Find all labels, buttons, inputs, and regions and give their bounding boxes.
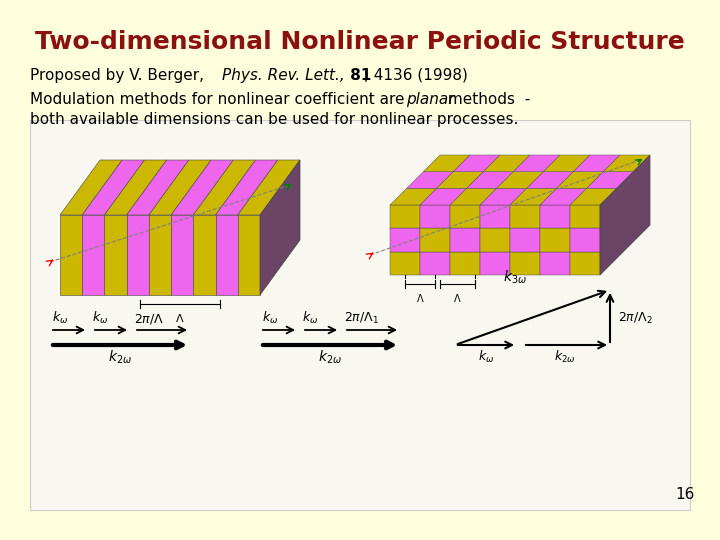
Polygon shape	[544, 155, 590, 172]
Polygon shape	[60, 215, 82, 295]
Polygon shape	[127, 215, 149, 295]
Text: $2\pi/\Lambda$: $2\pi/\Lambda$	[134, 312, 164, 326]
Polygon shape	[149, 215, 171, 295]
Polygon shape	[480, 205, 510, 228]
Polygon shape	[82, 160, 145, 215]
Polygon shape	[390, 205, 420, 228]
Polygon shape	[436, 172, 483, 188]
Text: $k_{2\omega}$: $k_{2\omega}$	[108, 349, 132, 367]
Polygon shape	[390, 228, 420, 252]
Polygon shape	[420, 188, 467, 205]
Text: methods  -: methods -	[443, 92, 530, 107]
Text: $2\pi/\Lambda_2$: $2\pi/\Lambda_2$	[618, 310, 653, 326]
Polygon shape	[60, 160, 122, 215]
Polygon shape	[423, 155, 470, 172]
Text: 81: 81	[345, 68, 372, 83]
Polygon shape	[454, 155, 500, 172]
Polygon shape	[600, 155, 650, 275]
Text: 16: 16	[675, 487, 695, 502]
Polygon shape	[171, 160, 233, 215]
Polygon shape	[510, 228, 540, 252]
Polygon shape	[513, 155, 560, 172]
Polygon shape	[104, 160, 166, 215]
Text: $2\pi/\Lambda_1$: $2\pi/\Lambda_1$	[344, 311, 379, 326]
Polygon shape	[420, 205, 450, 228]
Polygon shape	[480, 252, 510, 275]
Polygon shape	[238, 215, 260, 295]
Polygon shape	[540, 252, 570, 275]
Polygon shape	[450, 205, 480, 228]
Text: $k_\omega$: $k_\omega$	[478, 349, 494, 365]
Polygon shape	[215, 160, 278, 215]
Polygon shape	[480, 188, 526, 205]
Polygon shape	[149, 160, 211, 215]
Polygon shape	[483, 155, 530, 172]
Polygon shape	[420, 228, 450, 252]
Text: both available dimensions can be used for nonlinear processes.: both available dimensions can be used fo…	[30, 112, 518, 127]
Text: $k_{2\omega}$: $k_{2\omega}$	[318, 349, 342, 367]
Polygon shape	[540, 228, 570, 252]
Polygon shape	[587, 172, 634, 188]
Text: $k_\omega$: $k_\omega$	[52, 310, 68, 326]
Text: Phys. Rev. Lett.,: Phys. Rev. Lett.,	[222, 68, 345, 83]
Polygon shape	[510, 188, 557, 205]
Polygon shape	[171, 215, 194, 295]
Text: $k_\omega$: $k_\omega$	[302, 310, 318, 326]
Polygon shape	[450, 188, 497, 205]
Polygon shape	[260, 160, 300, 295]
Polygon shape	[570, 252, 600, 275]
Text: $\Lambda$: $\Lambda$	[175, 312, 185, 324]
Polygon shape	[510, 205, 540, 228]
Polygon shape	[480, 228, 510, 252]
Polygon shape	[573, 155, 620, 172]
Polygon shape	[467, 172, 513, 188]
Text: Modulation methods for nonlinear coefficient are: Modulation methods for nonlinear coeffic…	[30, 92, 410, 107]
Polygon shape	[390, 188, 436, 205]
Text: $k_\omega$: $k_\omega$	[92, 310, 108, 326]
Polygon shape	[104, 215, 127, 295]
Polygon shape	[497, 172, 544, 188]
Text: $k_\omega$: $k_\omega$	[262, 310, 278, 326]
Polygon shape	[390, 252, 420, 275]
Text: $k_{3\omega}$: $k_{3\omega}$	[503, 268, 527, 286]
Polygon shape	[557, 172, 603, 188]
Polygon shape	[420, 252, 450, 275]
Polygon shape	[570, 228, 600, 252]
Polygon shape	[215, 215, 238, 295]
Polygon shape	[540, 205, 570, 228]
Polygon shape	[127, 160, 189, 215]
Polygon shape	[450, 228, 480, 252]
Polygon shape	[450, 252, 480, 275]
Polygon shape	[407, 172, 454, 188]
Polygon shape	[238, 160, 300, 215]
Polygon shape	[603, 155, 650, 172]
Polygon shape	[570, 205, 600, 228]
Text: $k_{2\omega}$: $k_{2\omega}$	[554, 349, 576, 365]
Polygon shape	[194, 215, 215, 295]
Polygon shape	[194, 160, 256, 215]
Text: Proposed by V. Berger,: Proposed by V. Berger,	[30, 68, 209, 83]
Polygon shape	[526, 172, 573, 188]
Text: $\Lambda$: $\Lambda$	[453, 292, 462, 304]
Bar	[30, 120, 690, 510]
Text: planar: planar	[406, 92, 454, 107]
Text: $\Lambda$: $\Lambda$	[415, 292, 424, 304]
Polygon shape	[570, 188, 616, 205]
Polygon shape	[510, 252, 540, 275]
Text: Two-dimensional Nonlinear Periodic Structure: Two-dimensional Nonlinear Periodic Struc…	[35, 30, 685, 54]
Polygon shape	[540, 188, 587, 205]
Polygon shape	[82, 215, 104, 295]
Text: , 4136 (1998): , 4136 (1998)	[364, 68, 468, 83]
